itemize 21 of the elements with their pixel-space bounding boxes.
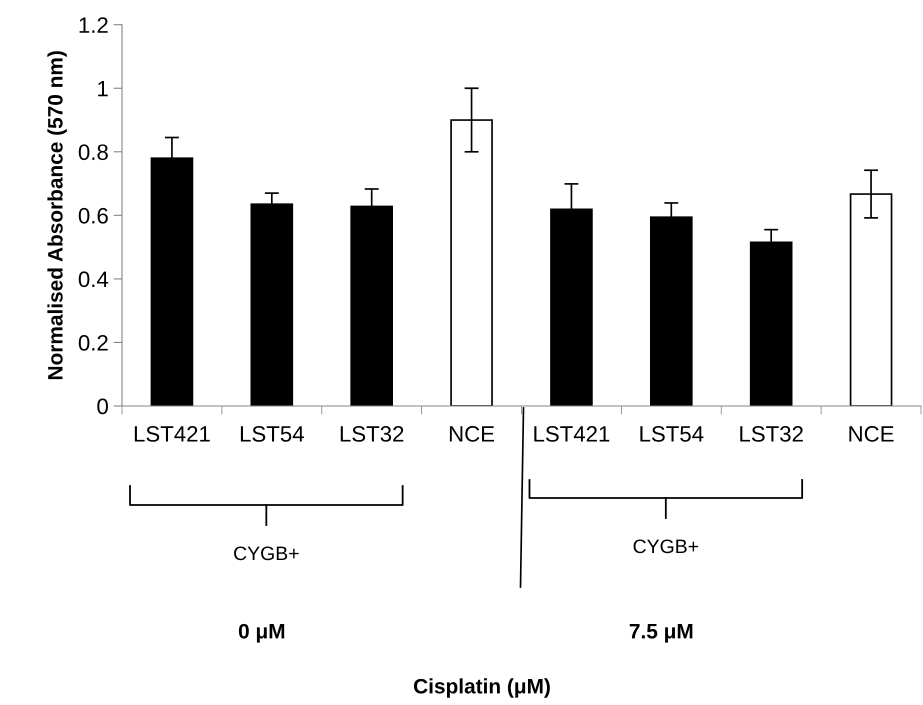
x-tick-label: LST54 xyxy=(240,426,304,442)
x-tick-label: LST421 xyxy=(534,426,610,442)
y-tick-label: 1.2 xyxy=(80,17,108,33)
y-axis-title: Normalised Absorbance (570 nm) xyxy=(47,51,67,380)
text: 0 μM xyxy=(238,624,284,643)
text: 7.5 μM xyxy=(630,624,692,643)
x-tick-label: LST32 xyxy=(340,426,404,442)
y-tick-label: 0.2 xyxy=(78,334,108,351)
y-tick-label: 0.4 xyxy=(78,271,108,288)
x-tick-label: LST421 xyxy=(134,426,210,442)
x-tick-label: NCE xyxy=(849,426,894,442)
y-tick-label: 0.6 xyxy=(78,208,108,224)
x-tick-label: LST54 xyxy=(640,426,704,442)
text: Cisplatin (μM) xyxy=(414,678,550,698)
text: CYGB+ xyxy=(634,539,698,554)
y-tick-label: 0 xyxy=(97,398,108,414)
y-tick-label: 1 xyxy=(98,81,108,96)
y-tick-label: 0.8 xyxy=(78,144,108,160)
x-tick-label: NCE xyxy=(450,426,494,442)
text: CYGB+ xyxy=(234,546,299,560)
x-tick-label: LST32 xyxy=(740,426,803,442)
